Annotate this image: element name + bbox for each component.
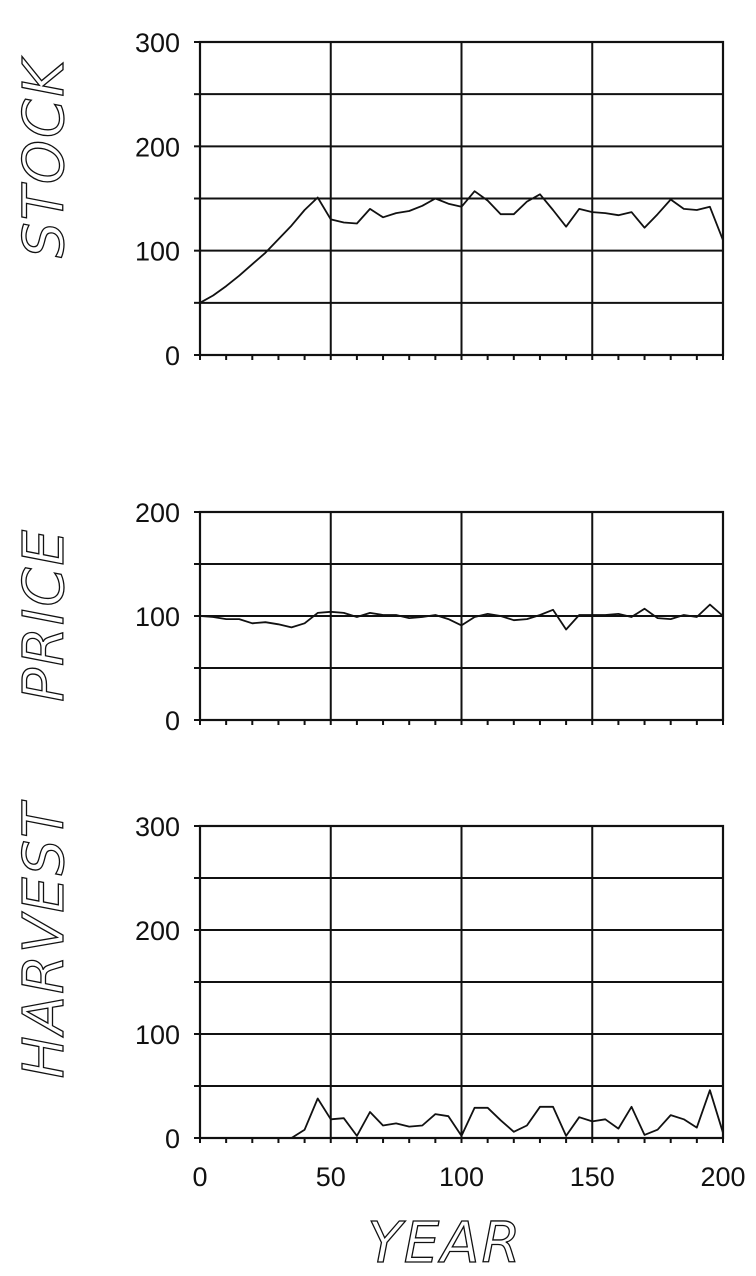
harvest-ytick-label: 200	[135, 916, 180, 946]
x-tick-label: 50	[316, 1162, 346, 1192]
harvest-line	[200, 1089, 724, 1139]
price-ytick-label: 200	[135, 498, 180, 528]
stock-axis-label: STOCK	[12, 56, 77, 258]
x-tick-label: 200	[700, 1162, 745, 1192]
harvest-plot-frame	[198, 824, 725, 1140]
price-ticks	[194, 511, 724, 725]
stock-ytick-label: 200	[135, 132, 180, 162]
harvest-ytick-label: 0	[165, 1124, 180, 1154]
stock-gridlines	[200, 42, 723, 355]
stock-plot-frame	[198, 40, 725, 357]
price-line	[199, 603, 724, 631]
x-tick-label: 150	[570, 1162, 615, 1192]
harvest-panel: HARVEST 0 100 200 300 0 50 100 150 200 YEAR	[11, 799, 745, 1276]
stock-panel: STOCK 0 100 200 300	[11, 28, 725, 371]
stock-line	[199, 190, 724, 304]
harvest-axis-label: HARVEST	[12, 800, 77, 1079]
stock-ytick-label: 100	[135, 237, 180, 267]
price-ytick-label: 0	[165, 706, 180, 736]
harvest-gridlines	[200, 826, 723, 1138]
stock-ytick-label: 300	[135, 28, 180, 58]
price-panel: PRICE 0 100 200	[11, 498, 725, 736]
harvest-tick-labels: 0 100 200 300	[135, 812, 180, 1154]
x-tick-label: 0	[192, 1162, 207, 1192]
x-axis-label: YEAR	[368, 1211, 523, 1276]
price-gridlines	[200, 512, 723, 720]
price-axis-label: PRICE	[12, 528, 77, 702]
stock-tick-labels: 0 100 200 300	[135, 28, 180, 371]
harvest-ytick-label: 300	[135, 812, 180, 842]
price-tick-labels: 0 100 200	[135, 498, 180, 736]
harvest-ticks	[194, 825, 724, 1143]
stock-ticks	[194, 41, 724, 360]
price-ytick-label: 100	[135, 602, 180, 632]
harvest-ytick-label: 100	[135, 1020, 180, 1050]
stock-ytick-label: 0	[165, 341, 180, 371]
x-tick-labels: 0 50 100 150 200	[192, 1162, 745, 1192]
x-tick-label: 100	[439, 1162, 484, 1192]
